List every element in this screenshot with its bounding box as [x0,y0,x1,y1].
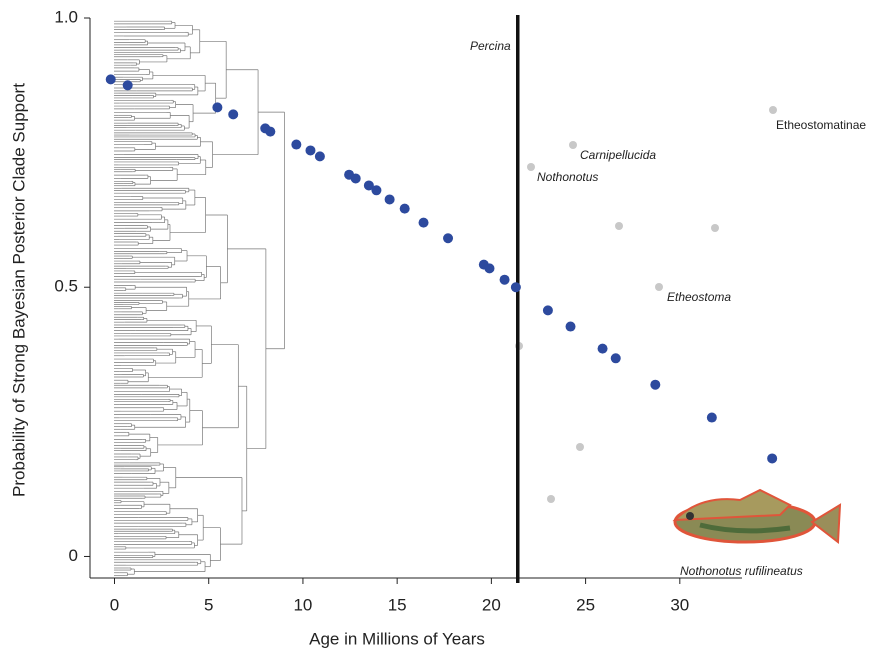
point [706,412,717,423]
point [350,173,361,184]
x-tick-label: 5 [204,595,213,614]
y-tick-label: 1.0 [54,7,78,26]
annotation: Nothonotus [537,170,598,184]
point [597,343,608,354]
point [228,109,239,120]
point [499,274,510,285]
annotation: Etheostomatinae [776,118,866,132]
point [399,203,410,214]
point [122,80,133,91]
fish [672,488,842,544]
point [443,233,454,244]
phylogeny [114,20,285,577]
x-tick-label: 10 [293,595,312,614]
node-dot [655,283,663,291]
x-tick-label: 0 [110,595,119,614]
point [305,145,316,156]
x-tick-label: 20 [482,595,501,614]
point [212,102,223,113]
node-dot [547,495,555,503]
point [510,282,521,293]
x-tick-label: 15 [388,595,407,614]
point [767,453,778,464]
node-dot [569,141,577,149]
point [484,263,495,274]
point [542,305,553,316]
annotation: Nothonotus rufilineatus [680,564,803,578]
node-dot [769,106,777,114]
point [314,151,325,162]
point [650,379,661,390]
node-dot [576,443,584,451]
node-dot [527,163,535,171]
point [565,321,576,332]
point [291,139,302,150]
point [610,353,621,364]
point [418,217,429,228]
x-axis-label: Age in Millions of Years [309,629,485,648]
annotation: Carnipellucida [580,148,656,162]
node-dot [711,224,719,232]
node-dot [615,222,623,230]
point [265,126,276,137]
annotation: Etheostoma [667,290,731,304]
point [371,185,382,196]
x-tick-label: 30 [670,595,689,614]
point [384,194,395,205]
y-tick-label: 0.5 [54,277,78,296]
point [363,180,374,191]
x-tick-label: 25 [576,595,595,614]
annotation: Percina [470,39,511,53]
y-axis-label: Probability of Strong Bayesian Posterior… [9,83,28,497]
y-tick-label: 0 [69,546,78,565]
point [105,74,116,85]
